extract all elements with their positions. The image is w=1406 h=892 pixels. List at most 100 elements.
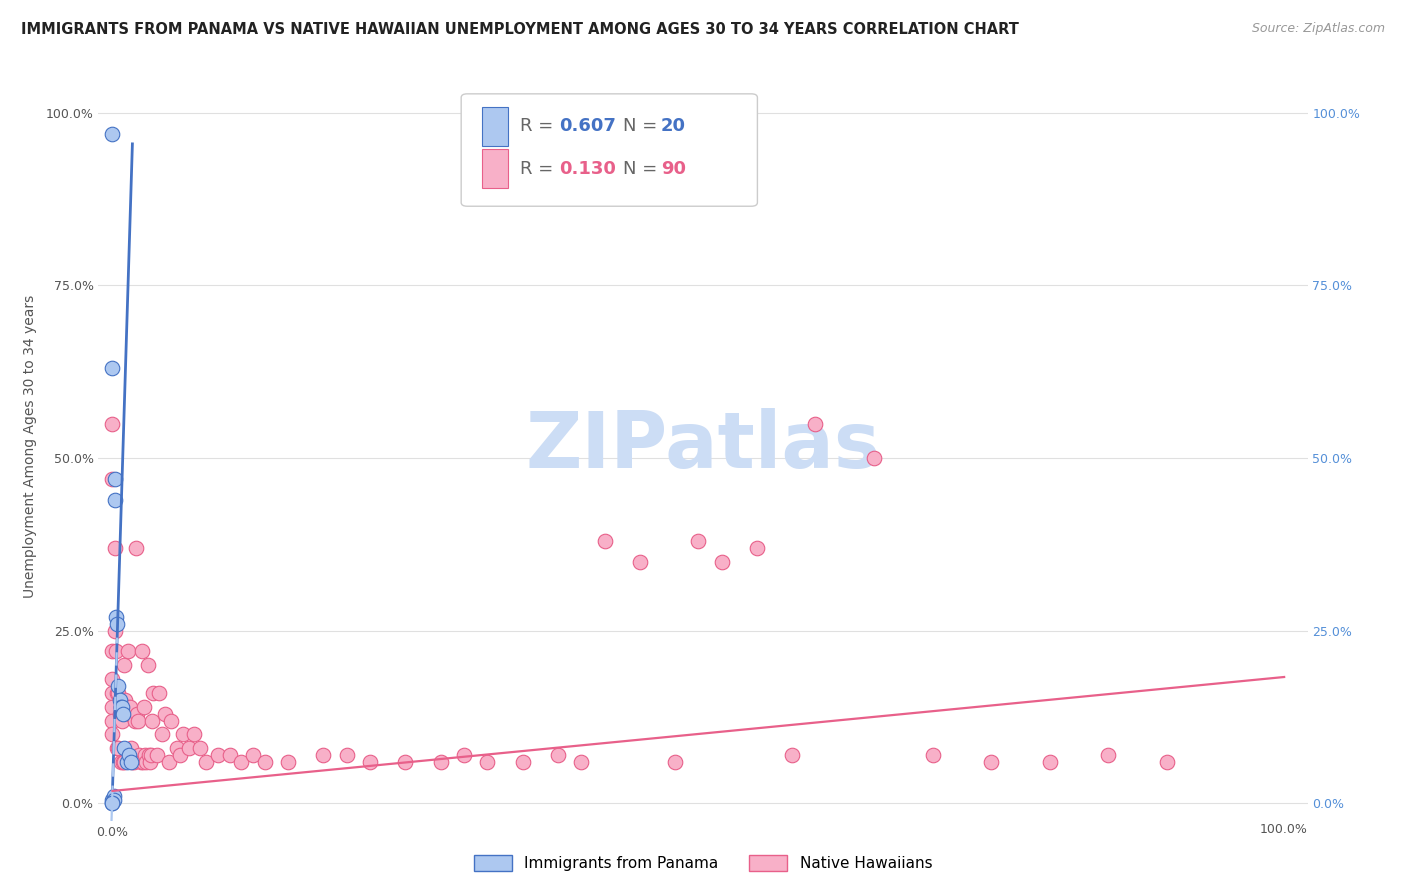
Point [134,747,156,762]
Point [253,755,276,769]
Point [157,755,180,769]
Point [195,755,218,769]
Point [107,686,129,700]
Point [103,789,125,804]
Point [142,686,165,700]
Text: R =: R = [520,117,560,135]
Text: ZIPatlas: ZIPatlas [526,408,880,484]
Point [1039,755,1062,769]
Point [453,747,475,762]
Point [394,755,416,769]
Point [117,644,139,658]
Point [101,793,124,807]
Text: R =: R = [520,160,560,178]
Point [114,693,136,707]
Point [1156,755,1178,769]
Point [169,747,191,762]
Point [129,755,152,769]
Text: 0.607: 0.607 [560,117,616,135]
Point [128,747,150,762]
Point [312,747,335,762]
Point [101,644,124,658]
Point [664,755,686,769]
Point [105,616,128,631]
Point [104,492,127,507]
Point [104,541,127,555]
Point [863,451,886,466]
Point [132,699,156,714]
Point [710,555,733,569]
Point [277,755,299,769]
Point [136,658,159,673]
Point [188,741,212,756]
Point [103,793,125,807]
Point [101,672,124,686]
Point [150,727,173,741]
Point [804,417,827,431]
Point [166,741,188,756]
Text: IMMIGRANTS FROM PANAMA VS NATIVE HAWAIIAN UNEMPLOYMENT AMONG AGES 30 TO 34 YEARS: IMMIGRANTS FROM PANAMA VS NATIVE HAWAIIA… [21,22,1019,37]
Text: 20: 20 [661,117,686,135]
Point [112,741,135,756]
Text: N =: N = [623,160,664,178]
FancyBboxPatch shape [482,149,509,188]
Point [107,679,129,693]
Point [547,747,569,762]
Point [336,747,359,762]
Point [127,706,149,721]
Point [105,644,128,658]
Point [107,741,129,756]
Point [177,741,200,756]
Point [104,472,127,486]
Point [101,472,124,486]
Point [138,747,160,762]
Point [512,755,534,769]
Point [101,361,124,376]
FancyBboxPatch shape [461,94,758,206]
Point [101,699,124,714]
Point [628,555,651,569]
Point [688,533,710,548]
Point [745,541,768,555]
Point [148,686,170,700]
Point [104,624,127,638]
FancyBboxPatch shape [482,106,509,145]
Point [108,693,131,707]
Point [101,686,124,700]
Point [127,714,149,728]
Point [980,755,1002,769]
Text: 0.130: 0.130 [560,160,616,178]
Point [120,755,142,769]
Point [110,699,132,714]
Point [125,541,148,555]
Point [231,755,253,769]
Point [780,747,803,762]
Point [146,747,169,762]
Point [101,417,124,431]
Point [218,747,240,762]
Text: 90: 90 [661,160,686,178]
Point [101,727,124,741]
Point [101,797,124,811]
Point [429,755,451,769]
Point [207,747,229,762]
Point [118,706,141,721]
Point [120,741,142,756]
Point [110,699,132,714]
Point [359,755,381,769]
Point [120,699,141,714]
Point [101,127,124,141]
Point [105,610,128,624]
Point [101,714,124,728]
Point [110,755,132,769]
Point [242,747,264,762]
Point [155,706,177,721]
Point [115,755,138,769]
Text: 100.0%: 100.0% [1260,822,1308,836]
Point [921,747,943,762]
Point [112,658,135,673]
Point [105,741,128,756]
Point [111,699,134,714]
Y-axis label: Unemployment Among Ages 30 to 34 years: Unemployment Among Ages 30 to 34 years [24,294,38,598]
Point [124,714,146,728]
